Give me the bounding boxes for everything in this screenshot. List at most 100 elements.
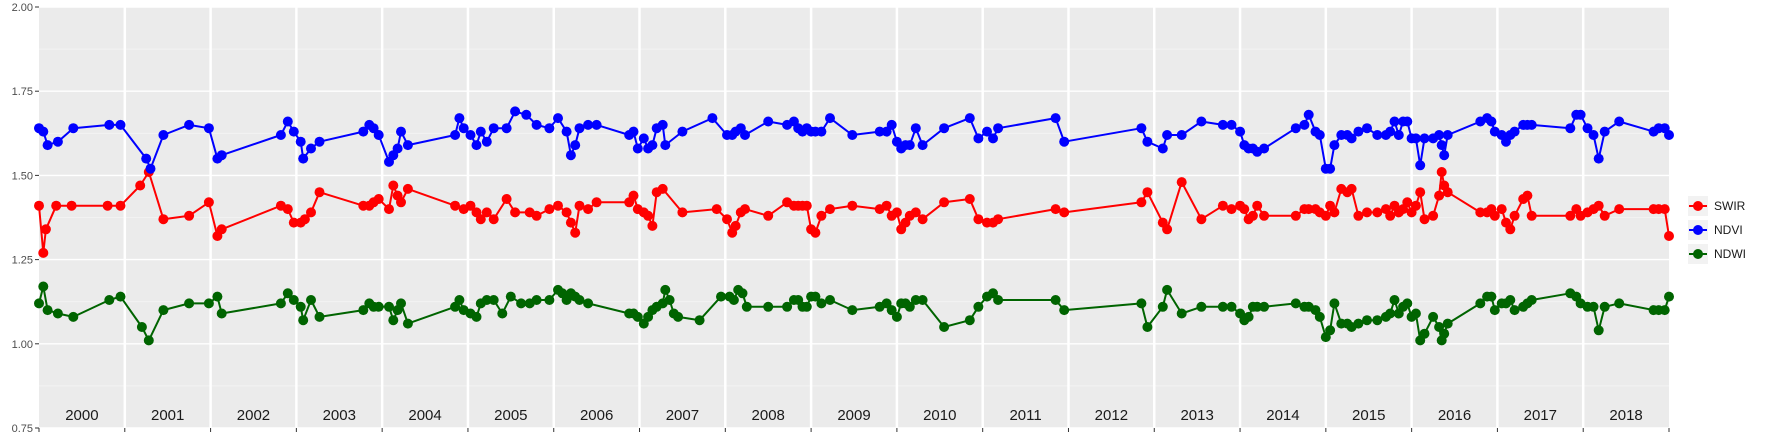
data-point-ndvi <box>1353 126 1364 137</box>
data-point-ndvi <box>1226 119 1237 130</box>
data-point-ndvi <box>763 116 774 127</box>
data-point-swir <box>1614 204 1625 215</box>
data-point-ndvi <box>216 150 227 161</box>
year-label: 2002 <box>237 407 270 424</box>
data-point-ndwi <box>1614 298 1625 309</box>
data-point-swir <box>314 187 325 198</box>
data-point-ndwi <box>1486 291 1497 302</box>
data-point-swir <box>847 200 858 211</box>
data-point-ndvi <box>52 136 63 147</box>
y-tick-label: 1.75 <box>12 86 33 98</box>
data-point-swir <box>1428 210 1439 221</box>
data-point-ndwi <box>917 295 928 305</box>
data-point-ndwi <box>52 308 63 319</box>
data-point-ndvi <box>707 113 718 124</box>
data-point-ndvi <box>1509 126 1520 137</box>
legend-key-point-ndvi <box>1693 225 1703 235</box>
data-point-ndvi <box>1593 153 1604 164</box>
data-point-ndwi <box>544 295 555 305</box>
data-point-swir <box>51 200 62 211</box>
data-point-ndvi <box>275 130 286 140</box>
data-point-ndwi <box>488 295 499 305</box>
data-point-ndwi <box>1050 295 1061 305</box>
data-point-ndwi <box>1389 295 1400 305</box>
data-point-swir <box>1593 200 1604 211</box>
data-point-ndwi <box>288 295 299 305</box>
data-point-ndvi <box>115 119 126 130</box>
data-point-ndvi <box>104 119 115 130</box>
data-point-ndwi <box>1428 311 1439 322</box>
data-point-swir <box>544 204 555 215</box>
data-point-ndvi <box>1217 119 1228 130</box>
data-point-ndvi <box>1157 143 1168 154</box>
data-point-ndvi <box>591 119 602 130</box>
data-point-ndvi <box>501 123 512 134</box>
data-point-ndwi <box>741 301 752 312</box>
data-point-ndwi <box>1142 322 1153 332</box>
data-point-ndvi <box>68 123 79 134</box>
data-point-swir <box>583 204 594 215</box>
data-point-ndwi <box>891 311 902 322</box>
data-point-swir <box>1599 210 1610 221</box>
data-point-ndwi <box>212 291 223 302</box>
data-point-ndvi <box>471 140 482 151</box>
data-point-ndwi <box>1290 298 1301 309</box>
data-point-ndwi <box>964 315 975 326</box>
data-point-swir <box>1664 231 1674 241</box>
data-point-ndvi <box>1565 123 1576 134</box>
data-point-swir <box>810 227 821 238</box>
data-point-swir <box>1419 214 1430 225</box>
data-point-swir <box>402 183 413 194</box>
data-point-swir <box>475 214 486 225</box>
data-point-ndvi <box>184 119 195 130</box>
data-point-ndwi <box>1196 301 1207 312</box>
data-point-ndvi <box>1588 130 1599 140</box>
data-point-ndvi <box>1415 160 1426 171</box>
data-point-ndwi <box>1325 325 1336 336</box>
data-point-ndvi <box>740 130 750 140</box>
data-point-ndwi <box>632 311 643 322</box>
data-point-swir <box>825 204 835 215</box>
data-point-ndvi <box>583 119 594 130</box>
data-point-swir <box>373 194 384 204</box>
data-point-ndwi <box>143 335 154 346</box>
data-point-ndwi <box>314 311 325 322</box>
data-point-ndwi <box>1588 301 1599 312</box>
data-point-ndwi <box>1217 301 1228 312</box>
data-point-swir <box>135 180 146 191</box>
data-point-swir <box>1050 204 1061 215</box>
data-point-ndvi <box>553 113 563 124</box>
data-point-ndwi <box>42 305 53 316</box>
data-point-ndvi <box>521 109 532 120</box>
data-point-ndvi <box>574 123 585 134</box>
data-point-ndwi <box>904 301 915 312</box>
data-point-swir <box>396 197 406 208</box>
data-point-ndwi <box>1385 308 1396 319</box>
data-point-ndwi <box>396 298 406 309</box>
data-point-ndvi <box>988 133 998 144</box>
data-point-ndvi <box>450 130 461 140</box>
data-point-ndwi <box>1226 301 1237 312</box>
data-point-ndvi <box>1329 140 1340 151</box>
data-point-ndvi <box>1599 126 1610 137</box>
data-point-ndwi <box>1329 298 1340 309</box>
data-point-ndvi <box>917 140 928 151</box>
data-point-ndvi <box>314 136 325 147</box>
data-point-ndvi <box>874 126 885 137</box>
data-point-swir <box>881 200 892 211</box>
year-label: 2009 <box>837 407 870 424</box>
data-point-ndvi <box>1434 130 1445 140</box>
year-label: 2007 <box>666 407 699 424</box>
data-point-ndvi <box>638 133 649 144</box>
data-point-ndvi <box>306 143 316 154</box>
data-point-swir <box>102 200 113 211</box>
data-point-ndvi <box>1162 130 1173 140</box>
y-tick-label: 1.25 <box>12 255 33 267</box>
data-point-ndvi <box>145 163 156 174</box>
data-point-ndwi <box>184 298 195 309</box>
data-point-swir <box>115 200 126 211</box>
data-point-swir <box>917 214 928 225</box>
data-point-ndwi <box>203 298 214 309</box>
year-label: 2003 <box>323 407 356 424</box>
data-point-ndwi <box>516 298 527 309</box>
